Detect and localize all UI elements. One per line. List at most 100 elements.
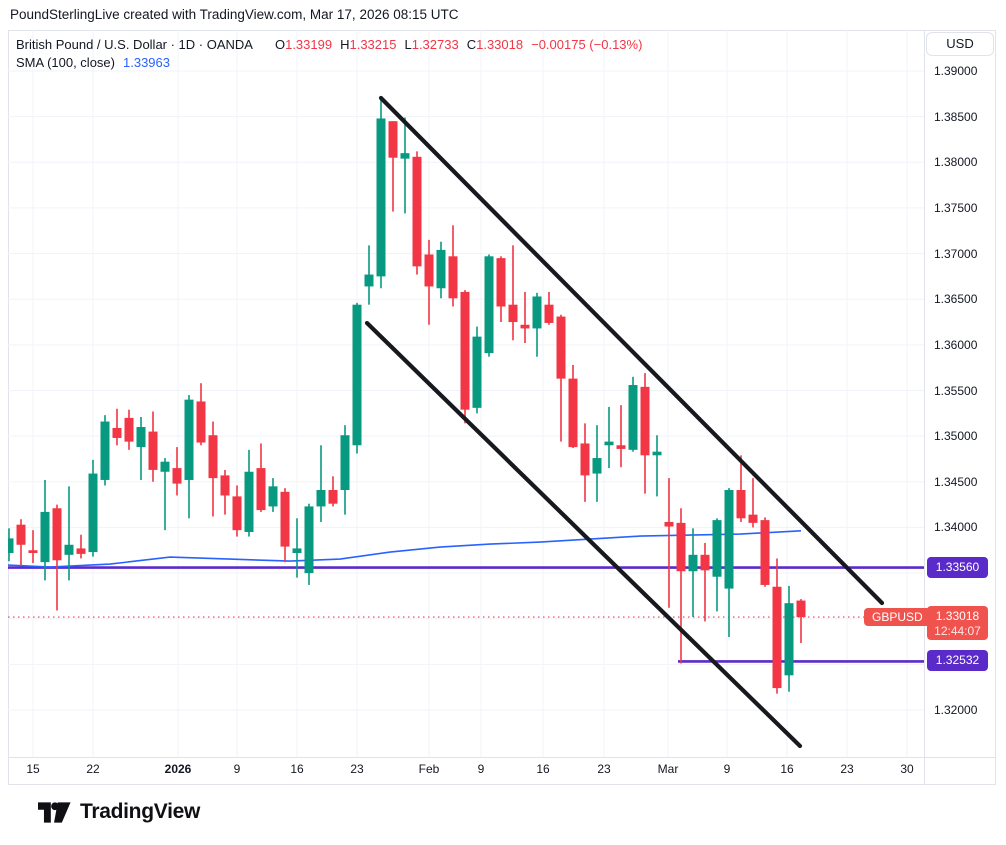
price-tick-label: 1.36500 [934, 292, 978, 307]
time-axis-label: 9 [723, 762, 731, 776]
last-price-value: 1.33018 [935, 609, 980, 624]
candle-body [280, 491, 290, 547]
candle [64, 486, 74, 581]
trendline [364, 320, 803, 749]
candle-body [580, 443, 590, 476]
candle [556, 314, 566, 442]
candle-body [496, 258, 506, 307]
candle [280, 488, 290, 563]
candle [220, 469, 230, 515]
candle [244, 449, 254, 537]
candle-body [172, 468, 182, 484]
time-axis-label: 16 [290, 762, 304, 776]
candle-body [52, 508, 62, 561]
candle-body [508, 304, 518, 323]
trendline-drawings[interactable] [364, 95, 885, 749]
high-value: 1.33215 [349, 37, 397, 52]
time-axis-label: Feb [418, 762, 440, 776]
candle-body [316, 490, 326, 507]
price-chart[interactable] [8, 30, 924, 757]
time-axis-label: 16 [780, 762, 794, 776]
candle-body [400, 153, 410, 159]
candle [16, 519, 26, 566]
candle [88, 459, 98, 557]
candle [448, 225, 458, 307]
candle-body [124, 417, 134, 442]
tradingview-wordmark: TradingView [80, 800, 201, 823]
legend-indicator-row[interactable]: SMA (100, close) 1.33963 [16, 54, 642, 72]
price-tick-label: 1.39000 [934, 64, 978, 78]
time-axis-label: 23 [597, 762, 611, 776]
trendline [378, 95, 885, 606]
candle [604, 406, 614, 469]
candle [124, 409, 134, 450]
candle [520, 291, 530, 344]
candle [364, 245, 374, 305]
candle [208, 421, 218, 517]
candles-layer [8, 98, 806, 694]
time-axis-label: 16 [536, 762, 550, 776]
candle [544, 291, 554, 325]
candle [460, 290, 470, 424]
candle [76, 534, 86, 559]
candle-body [472, 336, 482, 408]
candle [304, 503, 314, 585]
candle-body [592, 458, 602, 474]
candle [292, 518, 302, 578]
candle-body [484, 256, 494, 354]
candle [400, 117, 410, 214]
price-tick-label: 1.38000 [934, 155, 978, 170]
candle [256, 443, 266, 512]
candle-body [148, 431, 158, 470]
time-axis-label: Mar [657, 762, 679, 776]
sma-100-line[interactable] [8, 530, 802, 568]
time-axis-label: 9 [233, 762, 241, 776]
candle [736, 455, 746, 522]
price-tick-label: 1.34000 [934, 520, 978, 535]
candle-body [8, 538, 14, 553]
candle [340, 425, 350, 515]
candle [376, 98, 386, 289]
candle-body [220, 475, 230, 496]
high-label: H [340, 37, 350, 52]
open-label: O [274, 37, 286, 52]
candle-body [208, 435, 218, 479]
attribution-header: PoundSterlingLive created with TradingVi… [0, 0, 1006, 30]
symbol-title: British Pound / U.S. Dollar · 1D · OANDA [16, 37, 253, 52]
candle-body [304, 506, 314, 574]
candle-body [700, 554, 710, 571]
candle-body [796, 600, 806, 618]
candle-body [520, 324, 530, 329]
candle [508, 245, 518, 341]
currency-toggle-button[interactable]: USD [926, 32, 994, 56]
candle [112, 408, 122, 446]
candle-body [724, 490, 734, 589]
candle-body [412, 156, 422, 267]
candle-body [544, 304, 554, 323]
tradingview-brand[interactable]: TradingView [38, 800, 200, 824]
horizontal-levels[interactable] [8, 566, 924, 663]
candle [472, 326, 482, 414]
candle [316, 445, 326, 522]
candle-body [64, 544, 74, 555]
candle-body [436, 249, 446, 289]
candle-body [664, 521, 674, 527]
candle [268, 478, 278, 512]
time-axis-label: 22 [86, 762, 100, 776]
time-axis-separator [8, 757, 996, 758]
candle [184, 395, 194, 519]
candle [580, 423, 590, 502]
candle [424, 239, 434, 325]
legend-symbol-row[interactable]: British Pound / U.S. Dollar · 1D · OANDA… [16, 36, 642, 54]
candle-body [532, 296, 542, 329]
candle-body [292, 548, 302, 553]
candle-body [352, 304, 362, 446]
candle [172, 447, 182, 496]
candle-body [748, 514, 758, 523]
candle [712, 518, 722, 612]
candle-body [328, 490, 338, 504]
candle-body [76, 548, 86, 554]
candle-body [340, 435, 350, 491]
close-value: 1.33018 [476, 37, 524, 52]
candle [760, 517, 770, 587]
